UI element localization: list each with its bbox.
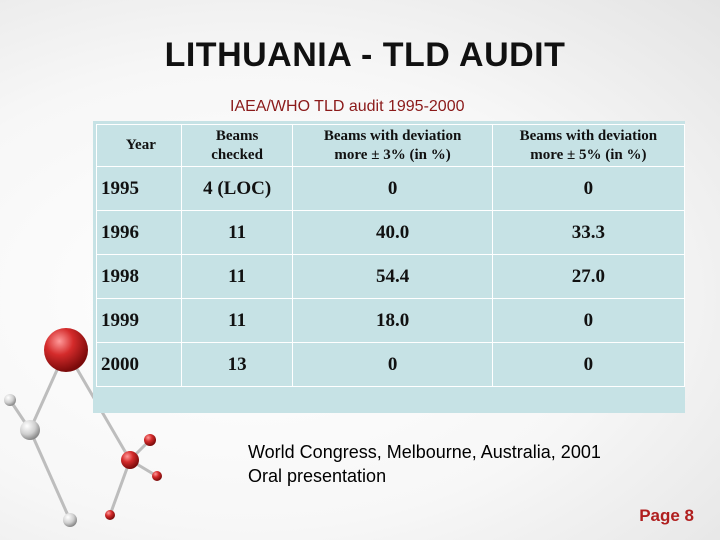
cell-dev5: 0 [491,298,685,343]
cell-dev5: 0 [491,166,685,211]
source-line-2: Oral presentation [248,466,387,486]
source-note: World Congress, Melbourne, Australia, 20… [248,440,601,488]
slide-title: LITHUANIA - TLD AUDIT [164,36,566,74]
cell-beams: 11 [180,298,294,343]
cell-beams: 11 [180,210,294,255]
cell-year: 1998 [96,254,182,299]
cell-dev3: 18.0 [292,298,493,343]
cell-year: 1995 [96,166,182,211]
table-header-row: Year Beams checked Beams with deviation … [96,124,685,167]
cell-dev5: 0 [491,342,685,387]
cell-beams: 4 (LOC) [180,166,294,211]
cell-dev5: 33.3 [491,210,685,255]
table-row: 2000 13 0 0 [96,342,685,387]
header-beams-line1: Beams [215,127,259,144]
header-dev3-line2: more ± 3% (in %) [334,146,451,163]
molecule-decoration-icon [4,328,162,527]
cell-year: 2000 [96,342,182,387]
table-caption: IAEA/WHO TLD audit 1995-2000 [230,98,465,115]
header-beams-line2: checked [211,146,263,163]
audit-table: Year Beams checked Beams with deviation … [96,124,685,387]
cell-dev3: 40.0 [292,210,493,255]
table-row: 1998 11 54.4 27.0 [96,254,685,299]
header-dev5-line1: Beams with deviation [519,127,658,144]
source-line-1: World Congress, Melbourne, Australia, 20… [248,442,601,462]
cell-beams: 13 [180,342,294,387]
header-dev3-line1: Beams with deviation [323,127,462,144]
page-number: Page 8 [639,506,694,525]
cell-year: 1996 [96,210,182,255]
header-deviation-3: Beams with deviation more ± 3% (in %) [292,124,493,167]
header-beams-checked: Beams checked [180,124,294,167]
cell-dev3: 0 [292,342,493,387]
table-row: 1996 11 40.0 33.3 [96,210,685,255]
header-dev5-line2: more ± 5% (in %) [530,146,647,163]
cell-beams: 11 [180,254,294,299]
cell-dev3: 0 [292,166,493,211]
cell-dev5: 27.0 [491,254,685,299]
cell-year: 1999 [96,298,182,343]
header-year: Year [96,124,182,167]
audit-table-container: Year Beams checked Beams with deviation … [93,121,685,413]
table-row: 1995 4 (LOC) 0 0 [96,166,685,211]
table-row: 1999 11 18.0 0 [96,298,685,343]
header-deviation-5: Beams with deviation more ± 5% (in %) [491,124,685,167]
cell-dev3: 54.4 [292,254,493,299]
